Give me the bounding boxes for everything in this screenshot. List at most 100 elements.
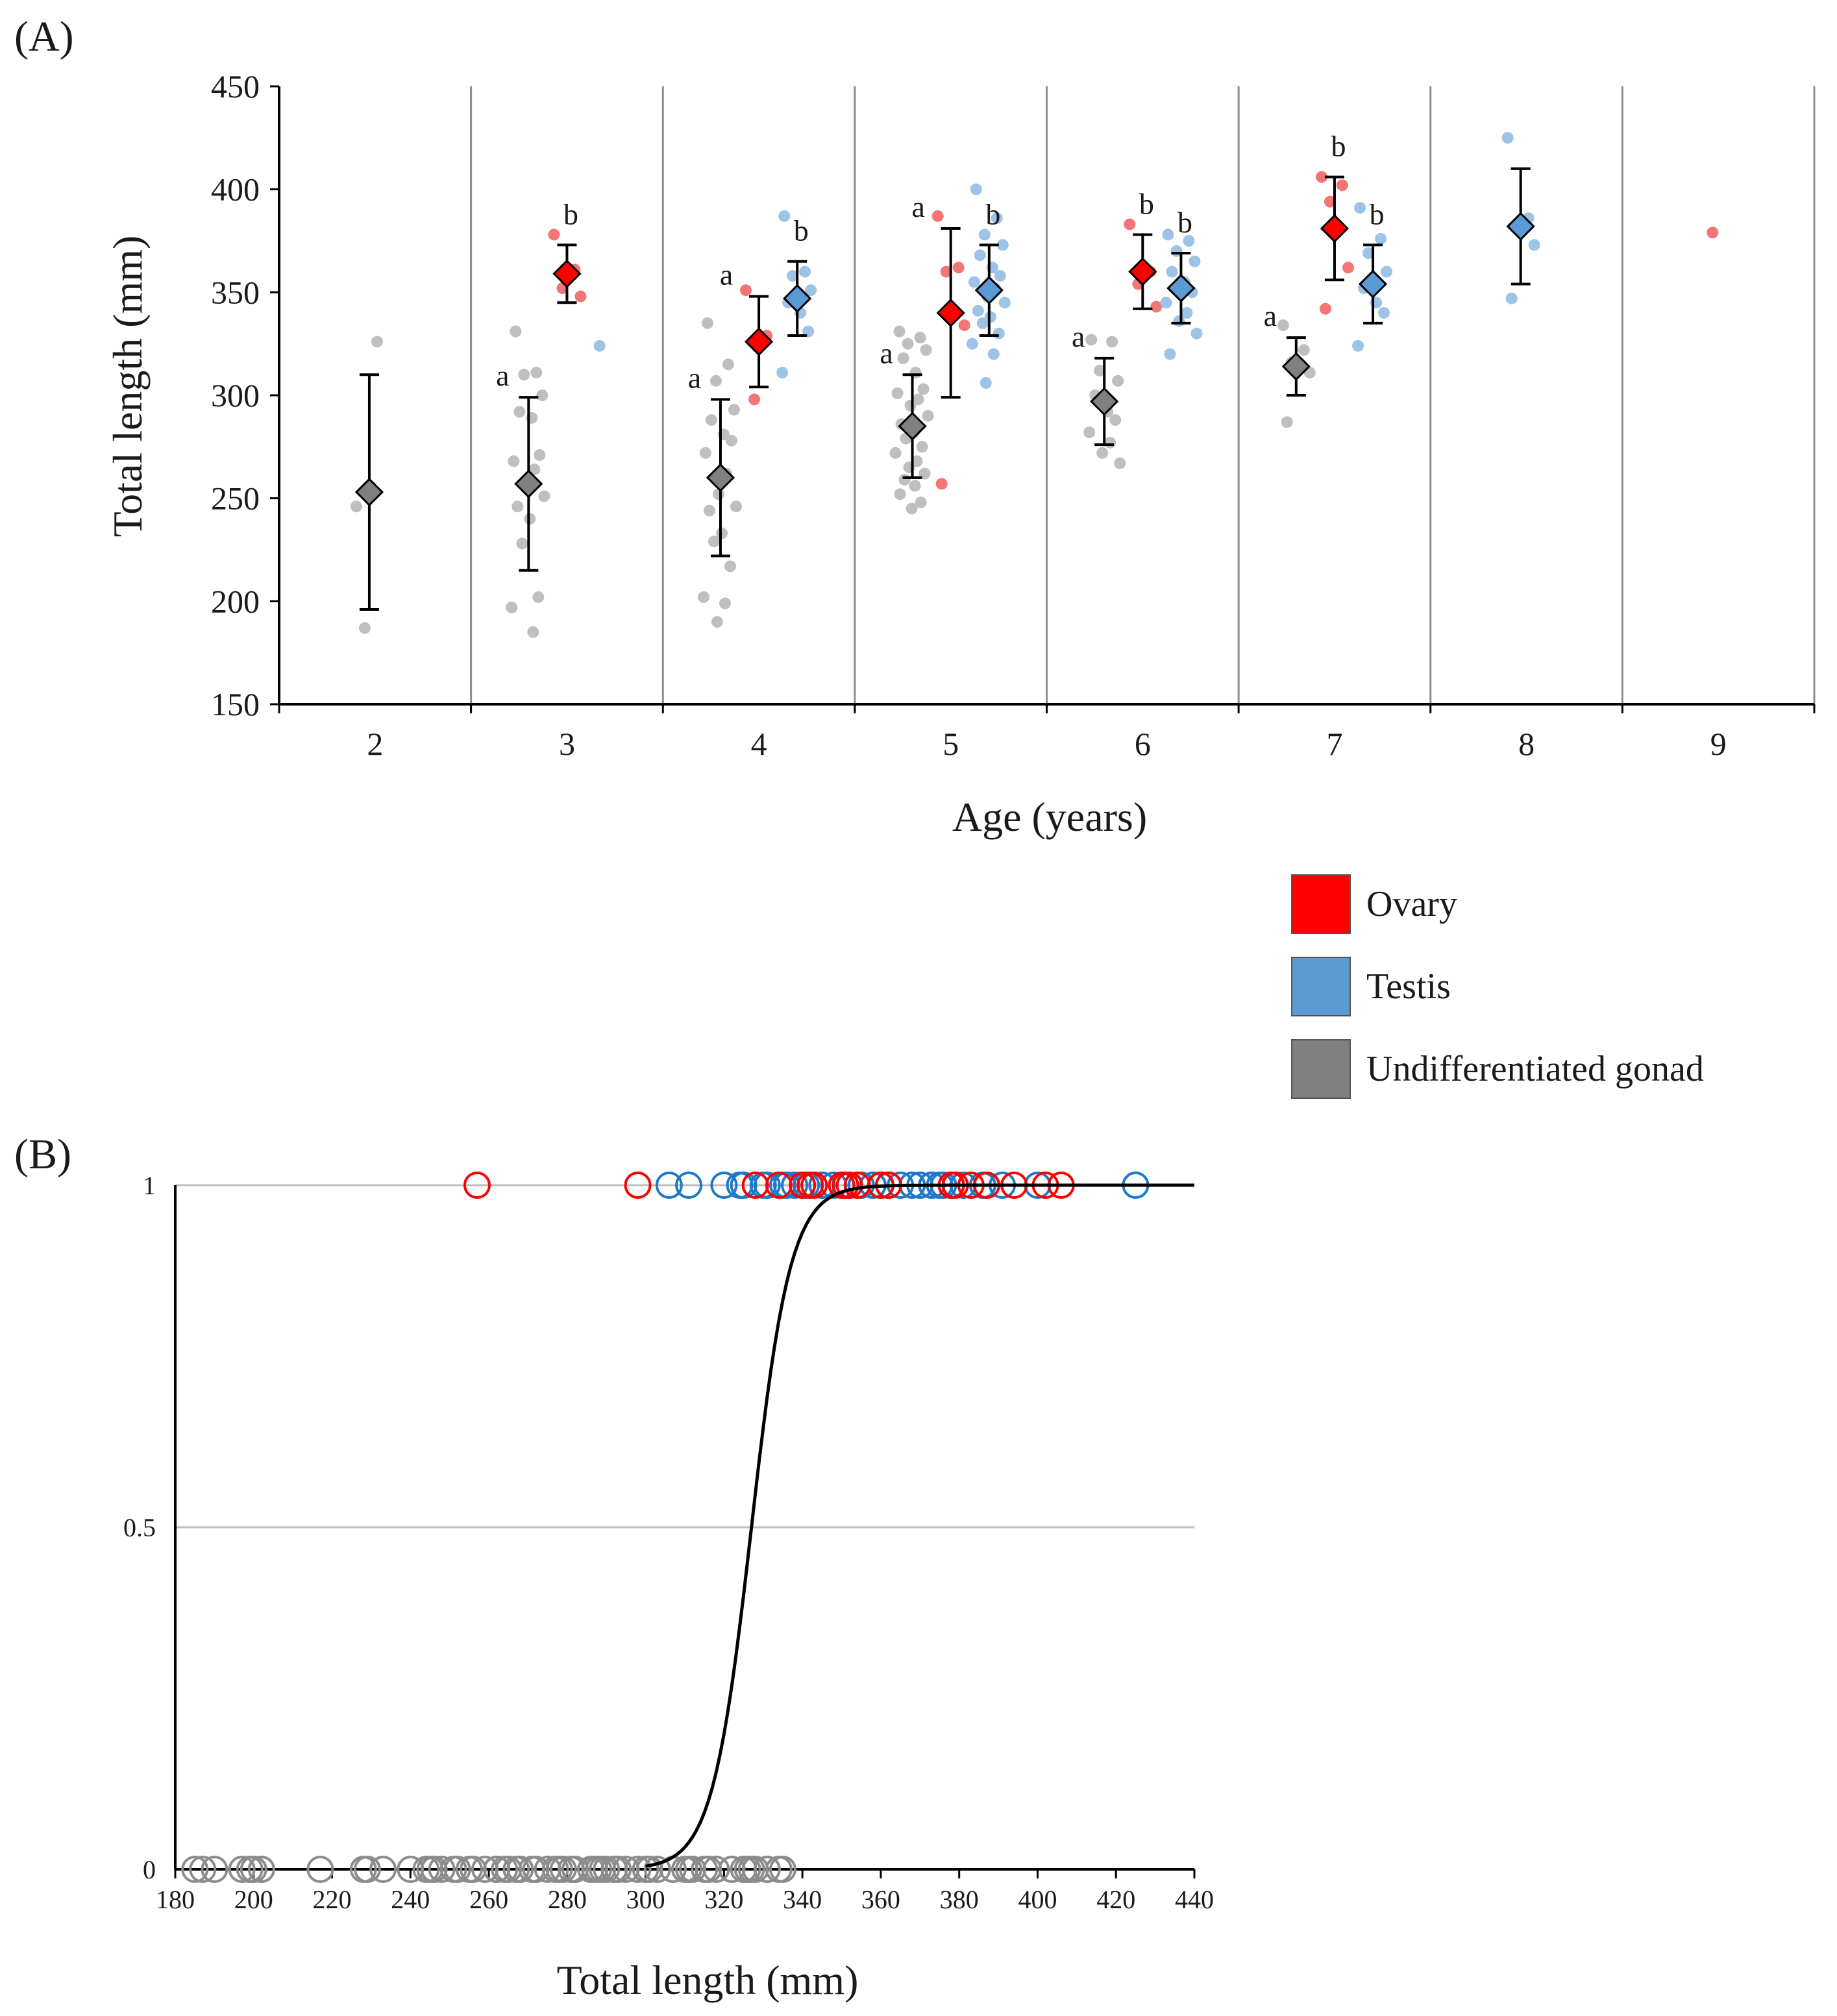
data-point-ovary bbox=[1324, 195, 1336, 208]
data-point-testis bbox=[970, 183, 982, 195]
data-point-undiff bbox=[181, 1856, 209, 1883]
x-tick-label: 420 bbox=[1096, 1885, 1135, 1914]
data-point-undiff bbox=[532, 591, 545, 603]
data-point-undiff bbox=[624, 1856, 652, 1883]
data-point-undiff bbox=[201, 1856, 228, 1883]
data-point-undiff bbox=[902, 338, 914, 350]
data-point-undiff bbox=[369, 1856, 397, 1883]
y-tick-label: 0 bbox=[143, 1855, 156, 1884]
x-tick-label: 260 bbox=[469, 1885, 508, 1914]
data-point-undiff bbox=[702, 1856, 730, 1883]
data-point-undiff bbox=[724, 560, 736, 572]
data-point-undiff bbox=[443, 1856, 471, 1883]
data-point-undiff bbox=[906, 502, 918, 515]
data-point-undiff bbox=[703, 504, 715, 517]
data-point-ovary bbox=[548, 228, 560, 241]
data-point-undiff bbox=[722, 358, 734, 371]
significance-letter: a bbox=[1264, 299, 1277, 332]
x-tick-label: 7 bbox=[1326, 726, 1342, 762]
x-tick-label: 180 bbox=[156, 1885, 195, 1914]
y-tick-label: 1 bbox=[143, 1171, 156, 1200]
data-point-undiff bbox=[306, 1856, 334, 1883]
data-point-undiff bbox=[891, 387, 904, 399]
data-point-testis bbox=[992, 327, 1005, 339]
data-point-undiff bbox=[534, 449, 546, 461]
legend-swatch-testis bbox=[1291, 957, 1351, 1016]
data-point-undiff bbox=[510, 325, 522, 338]
data-point-undiff bbox=[643, 1856, 671, 1883]
legend-label-testis: Testis bbox=[1366, 966, 1451, 1007]
data-point-undiff bbox=[1277, 319, 1289, 332]
data-point-undiff bbox=[916, 441, 928, 453]
significance-letter: a bbox=[880, 336, 893, 369]
data-point-ovary bbox=[1342, 262, 1354, 274]
data-point-ovary bbox=[800, 1172, 828, 1199]
data-point-ovary bbox=[574, 290, 587, 302]
significance-letter: b bbox=[1370, 197, 1385, 230]
mean-marker-ovary bbox=[744, 327, 774, 356]
y-tick-label: 300 bbox=[211, 377, 260, 413]
legend: Ovary Testis Undifferentiated gonad bbox=[1291, 874, 1704, 1099]
data-point-undiff bbox=[893, 325, 906, 338]
mean-marker-testis bbox=[1358, 269, 1388, 299]
data-point-ovary bbox=[835, 1172, 863, 1199]
data-point-ovary bbox=[1150, 301, 1163, 313]
significance-letter: a bbox=[911, 190, 924, 223]
data-point-testis bbox=[1381, 265, 1393, 278]
x-tick-label: 9 bbox=[1710, 726, 1727, 762]
data-point-undiff bbox=[528, 463, 541, 476]
mean-marker-undiff bbox=[354, 478, 384, 507]
data-point-ovary bbox=[931, 210, 944, 222]
data-point-testis bbox=[710, 1172, 738, 1199]
data-point-undiff bbox=[705, 414, 717, 426]
mean-marker-ovary bbox=[1128, 257, 1157, 286]
data-point-testis bbox=[1352, 339, 1364, 352]
data-point-undiff bbox=[730, 500, 742, 513]
data-point-undiff bbox=[701, 317, 713, 329]
x-tick-label: 340 bbox=[783, 1885, 822, 1914]
data-point-testis bbox=[1375, 232, 1387, 245]
x-tick-label: 3 bbox=[559, 726, 575, 762]
data-point-undiff bbox=[508, 455, 520, 467]
data-point-undiff bbox=[904, 399, 917, 412]
data-point-undiff bbox=[428, 1856, 456, 1883]
data-point-testis bbox=[1173, 315, 1185, 327]
data-point-testis bbox=[1164, 348, 1176, 360]
data-point-undiff bbox=[708, 535, 720, 548]
mean-marker-testis bbox=[783, 284, 812, 313]
data-point-undiff bbox=[1083, 426, 1096, 439]
data-point-testis bbox=[1378, 307, 1390, 319]
data-point-undiff bbox=[699, 447, 711, 459]
data-point-testis bbox=[1501, 132, 1514, 144]
data-point-undiff bbox=[894, 488, 906, 500]
data-point-testis bbox=[781, 1172, 809, 1199]
data-point-undiff bbox=[725, 434, 737, 447]
data-point-ovary bbox=[1315, 171, 1327, 183]
significance-letter: b bbox=[794, 214, 809, 247]
data-point-undiff bbox=[189, 1856, 217, 1883]
y-tick-label: 400 bbox=[211, 171, 260, 208]
data-point-testis bbox=[1362, 247, 1375, 260]
significance-letter: a bbox=[1072, 320, 1085, 353]
mean-marker-testis bbox=[1166, 273, 1196, 303]
mean-marker-ovary bbox=[552, 259, 582, 288]
significance-letter: a bbox=[688, 361, 701, 394]
data-point-undiff bbox=[1085, 334, 1098, 346]
panel-a-x-axis-title: Age (years) bbox=[952, 794, 1147, 840]
data-point-testis bbox=[972, 304, 984, 317]
data-point-undiff bbox=[371, 336, 383, 348]
y-tick-label: 250 bbox=[211, 480, 260, 517]
panel-a-label: (A) bbox=[14, 13, 74, 60]
data-point-undiff bbox=[516, 537, 528, 550]
data-point-undiff bbox=[513, 406, 526, 418]
significance-letter: b bbox=[985, 197, 1000, 230]
data-point-undiff bbox=[915, 497, 927, 509]
mean-marker-ovary bbox=[936, 298, 965, 328]
data-point-testis bbox=[1166, 265, 1178, 278]
legend-swatch-ovary bbox=[1291, 874, 1351, 934]
logistic-curve bbox=[645, 1183, 1194, 1868]
data-point-undiff bbox=[1096, 447, 1109, 459]
data-point-undiff bbox=[512, 500, 524, 513]
data-point-testis bbox=[1183, 235, 1195, 247]
